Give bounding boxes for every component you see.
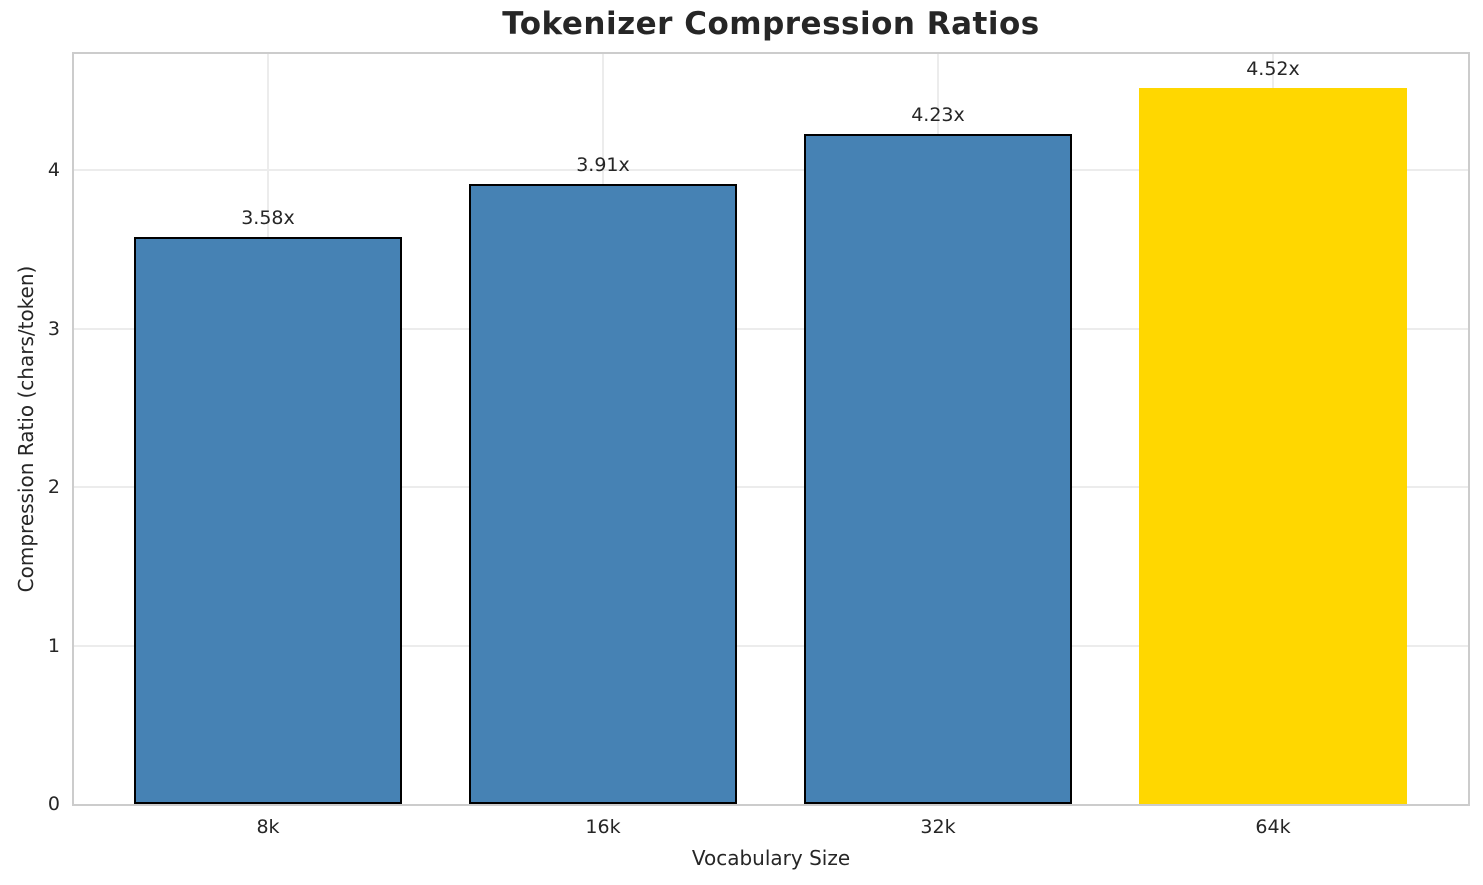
y-tick-label: 0 <box>47 793 60 815</box>
plot-area <box>72 52 1470 806</box>
bar-32k <box>804 134 1072 804</box>
h-gridline <box>74 327 1468 330</box>
chart-title: Tokenizer Compression Ratios <box>502 6 1040 42</box>
bar-64k <box>1139 88 1407 804</box>
bar-value-label: 3.91x <box>576 154 630 176</box>
x-tick-label: 16k <box>585 816 621 838</box>
bar-value-label: 4.23x <box>911 104 965 126</box>
y-axis-label: Compression Ratio (chars/token) <box>14 265 38 593</box>
x-tick-label: 32k <box>920 816 956 838</box>
y-tick-label: 4 <box>47 159 60 181</box>
h-gridline <box>74 644 1468 647</box>
x-tick-label: 64k <box>1255 816 1291 838</box>
bar-8k <box>134 237 402 804</box>
bar-16k <box>469 184 737 804</box>
x-tick-label: 8k <box>256 816 280 838</box>
y-tick-label: 2 <box>47 476 60 498</box>
h-gridline <box>74 486 1468 488</box>
x-axis-label: Vocabulary Size <box>691 846 851 870</box>
y-tick-label: 3 <box>47 317 60 340</box>
bar-value-label: 3.58x <box>241 207 295 229</box>
y-tick-label: 1 <box>47 634 60 657</box>
bar-value-label: 4.52x <box>1246 58 1300 80</box>
h-gridline <box>74 169 1468 171</box>
